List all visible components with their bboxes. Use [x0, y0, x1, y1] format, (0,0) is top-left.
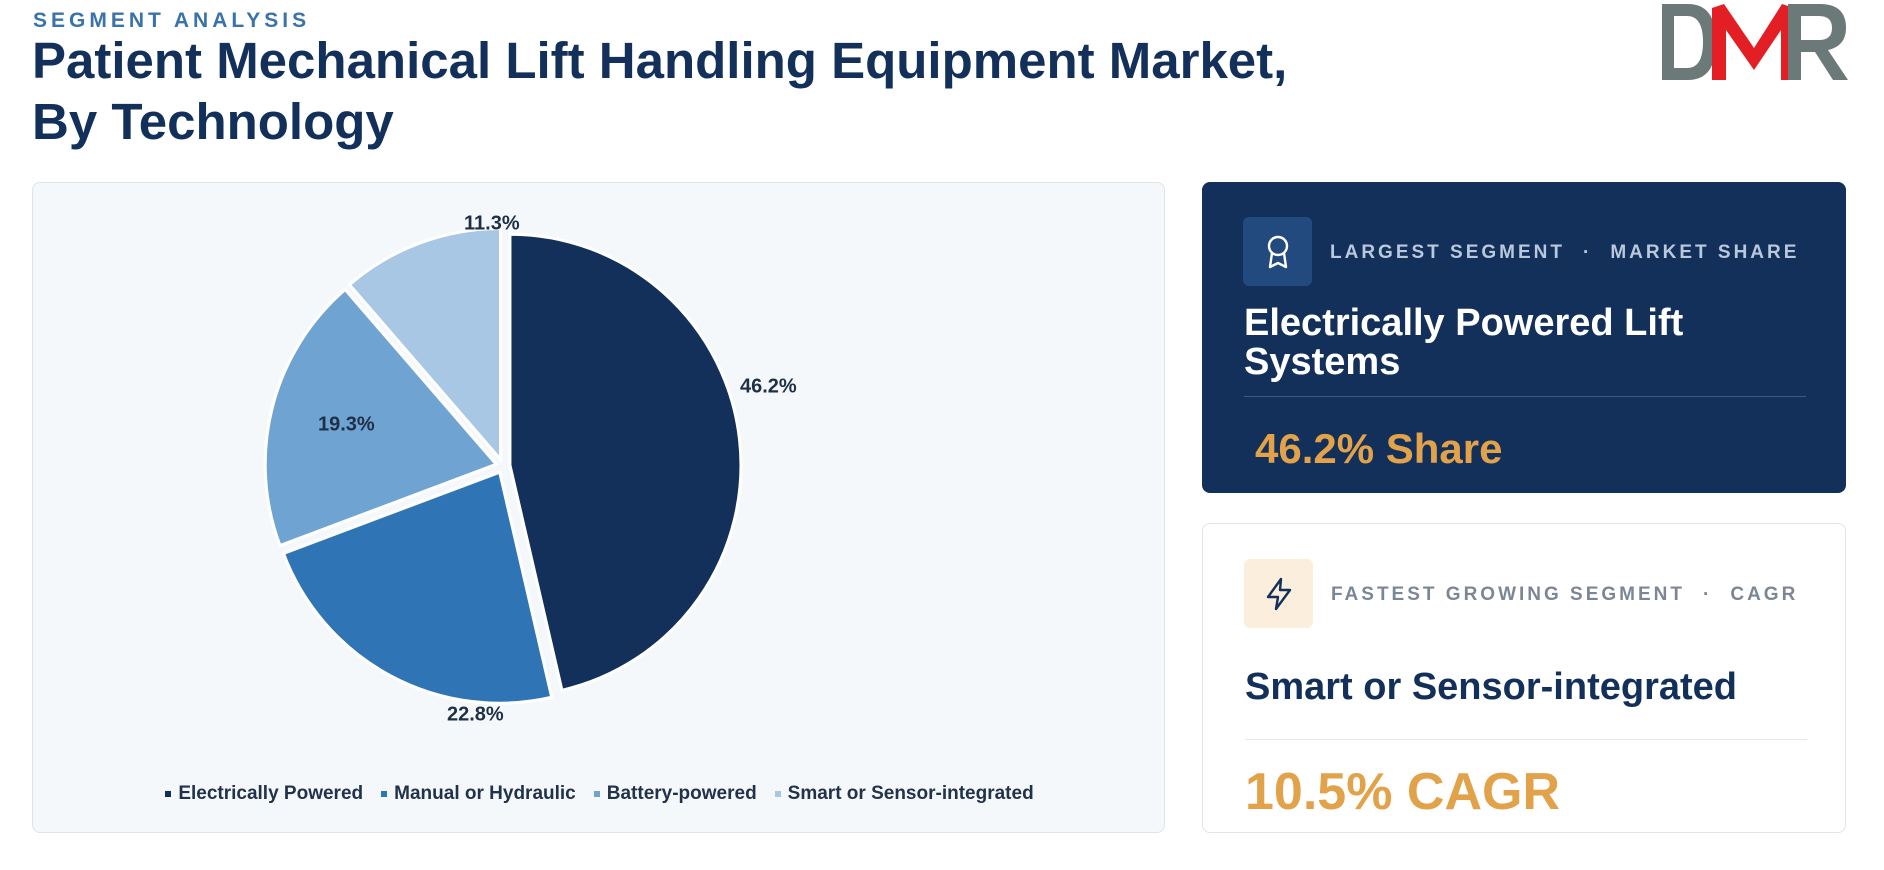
legend-label: Manual or Hydraulic	[394, 783, 576, 804]
pie-slice-battery-powered	[263, 287, 499, 548]
largest-segment-value: 46.2% Share	[1255, 425, 1503, 472]
chart-legend: Electrically Powered Manual or Hydraulic B…	[33, 783, 1166, 805]
page-title: Patient Mechanical Lift Handling Equipme…	[32, 30, 1372, 152]
largest-tag-label: LARGEST SEGMENT	[1330, 242, 1566, 263]
legend-swatch	[165, 791, 172, 797]
award-ribbon-icon	[1267, 235, 1288, 268]
lightning-bolt-icon	[1266, 577, 1291, 610]
pie-data-label: 11.3%	[464, 212, 520, 234]
legend-swatch	[593, 791, 600, 797]
pie-data-label: 46.2%	[740, 375, 797, 397]
pie-slice-electrically-powered	[508, 232, 743, 693]
largest-segment-card: LARGEST SEGMENT · MARKET SHARE Electricall…	[1202, 182, 1846, 493]
tag-separator: ·	[1583, 242, 1593, 263]
legend-label: Smart or Sensor-integrated	[787, 783, 1034, 804]
logo-letter-d	[1662, 4, 1716, 80]
fastest-segment-name: Smart or Sensor-integrated	[1245, 666, 1737, 708]
pie-slice-smart-or-sensor-integrated	[347, 226, 503, 464]
fastest-tag-label: FASTEST GROWING SEGMENT	[1331, 584, 1686, 605]
legend-label: Electrically Powered	[178, 783, 364, 804]
largest-segment-name: Electrically Powered Lift Systems	[1244, 302, 1684, 383]
logo-letter-m	[1712, 4, 1794, 80]
fastest-segment-card: FASTEST GROWING SEGMENT · CAGR Smart or Se…	[1202, 523, 1846, 833]
fastest-segment-value: 10.5% CAGR	[1245, 763, 1560, 821]
legend-swatch	[774, 791, 781, 797]
page-title-line-2: By Technology	[32, 93, 394, 150]
largest-tag-metric: MARKET SHARE	[1610, 242, 1800, 263]
pie-chart: 46.2% 22.8% 19.3% 11.3%	[263, 212, 797, 725]
legend-label: Battery-powered	[606, 783, 757, 804]
pie-slice-manual-or-hydraulic	[281, 470, 554, 705]
fastest-icon-box	[1244, 559, 1313, 628]
section-eyebrow: SEGMENT ANALYSIS	[33, 9, 311, 32]
legend-item: Manual or Hydraulic	[381, 783, 576, 805]
page-title-line-1: Patient Mechanical Lift Handling Equipme…	[32, 32, 1288, 89]
fastest-divider	[1245, 739, 1807, 740]
largest-icon-box	[1243, 217, 1312, 286]
logo-letter-r	[1788, 4, 1848, 80]
legend-item: Electrically Powered	[165, 783, 363, 805]
fastest-tag: FASTEST GROWING SEGMENT · CAGR	[1331, 584, 1798, 606]
pie-data-label: 19.3%	[318, 413, 375, 435]
dmr-logo	[1662, 4, 1848, 80]
legend-swatch	[381, 791, 388, 797]
largest-divider	[1244, 396, 1806, 397]
tag-separator: ·	[1703, 584, 1713, 605]
pie-data-label: 22.8%	[447, 703, 504, 725]
fastest-tag-metric: CAGR	[1730, 584, 1799, 605]
legend-item: Battery-powered	[593, 783, 757, 805]
legend-item: Smart or Sensor-integrated	[774, 783, 1034, 805]
largest-tag: LARGEST SEGMENT · MARKET SHARE	[1330, 242, 1799, 264]
chart-card: 46.2% 22.8% 19.3% 11.3% Electrically Powere…	[32, 182, 1165, 833]
